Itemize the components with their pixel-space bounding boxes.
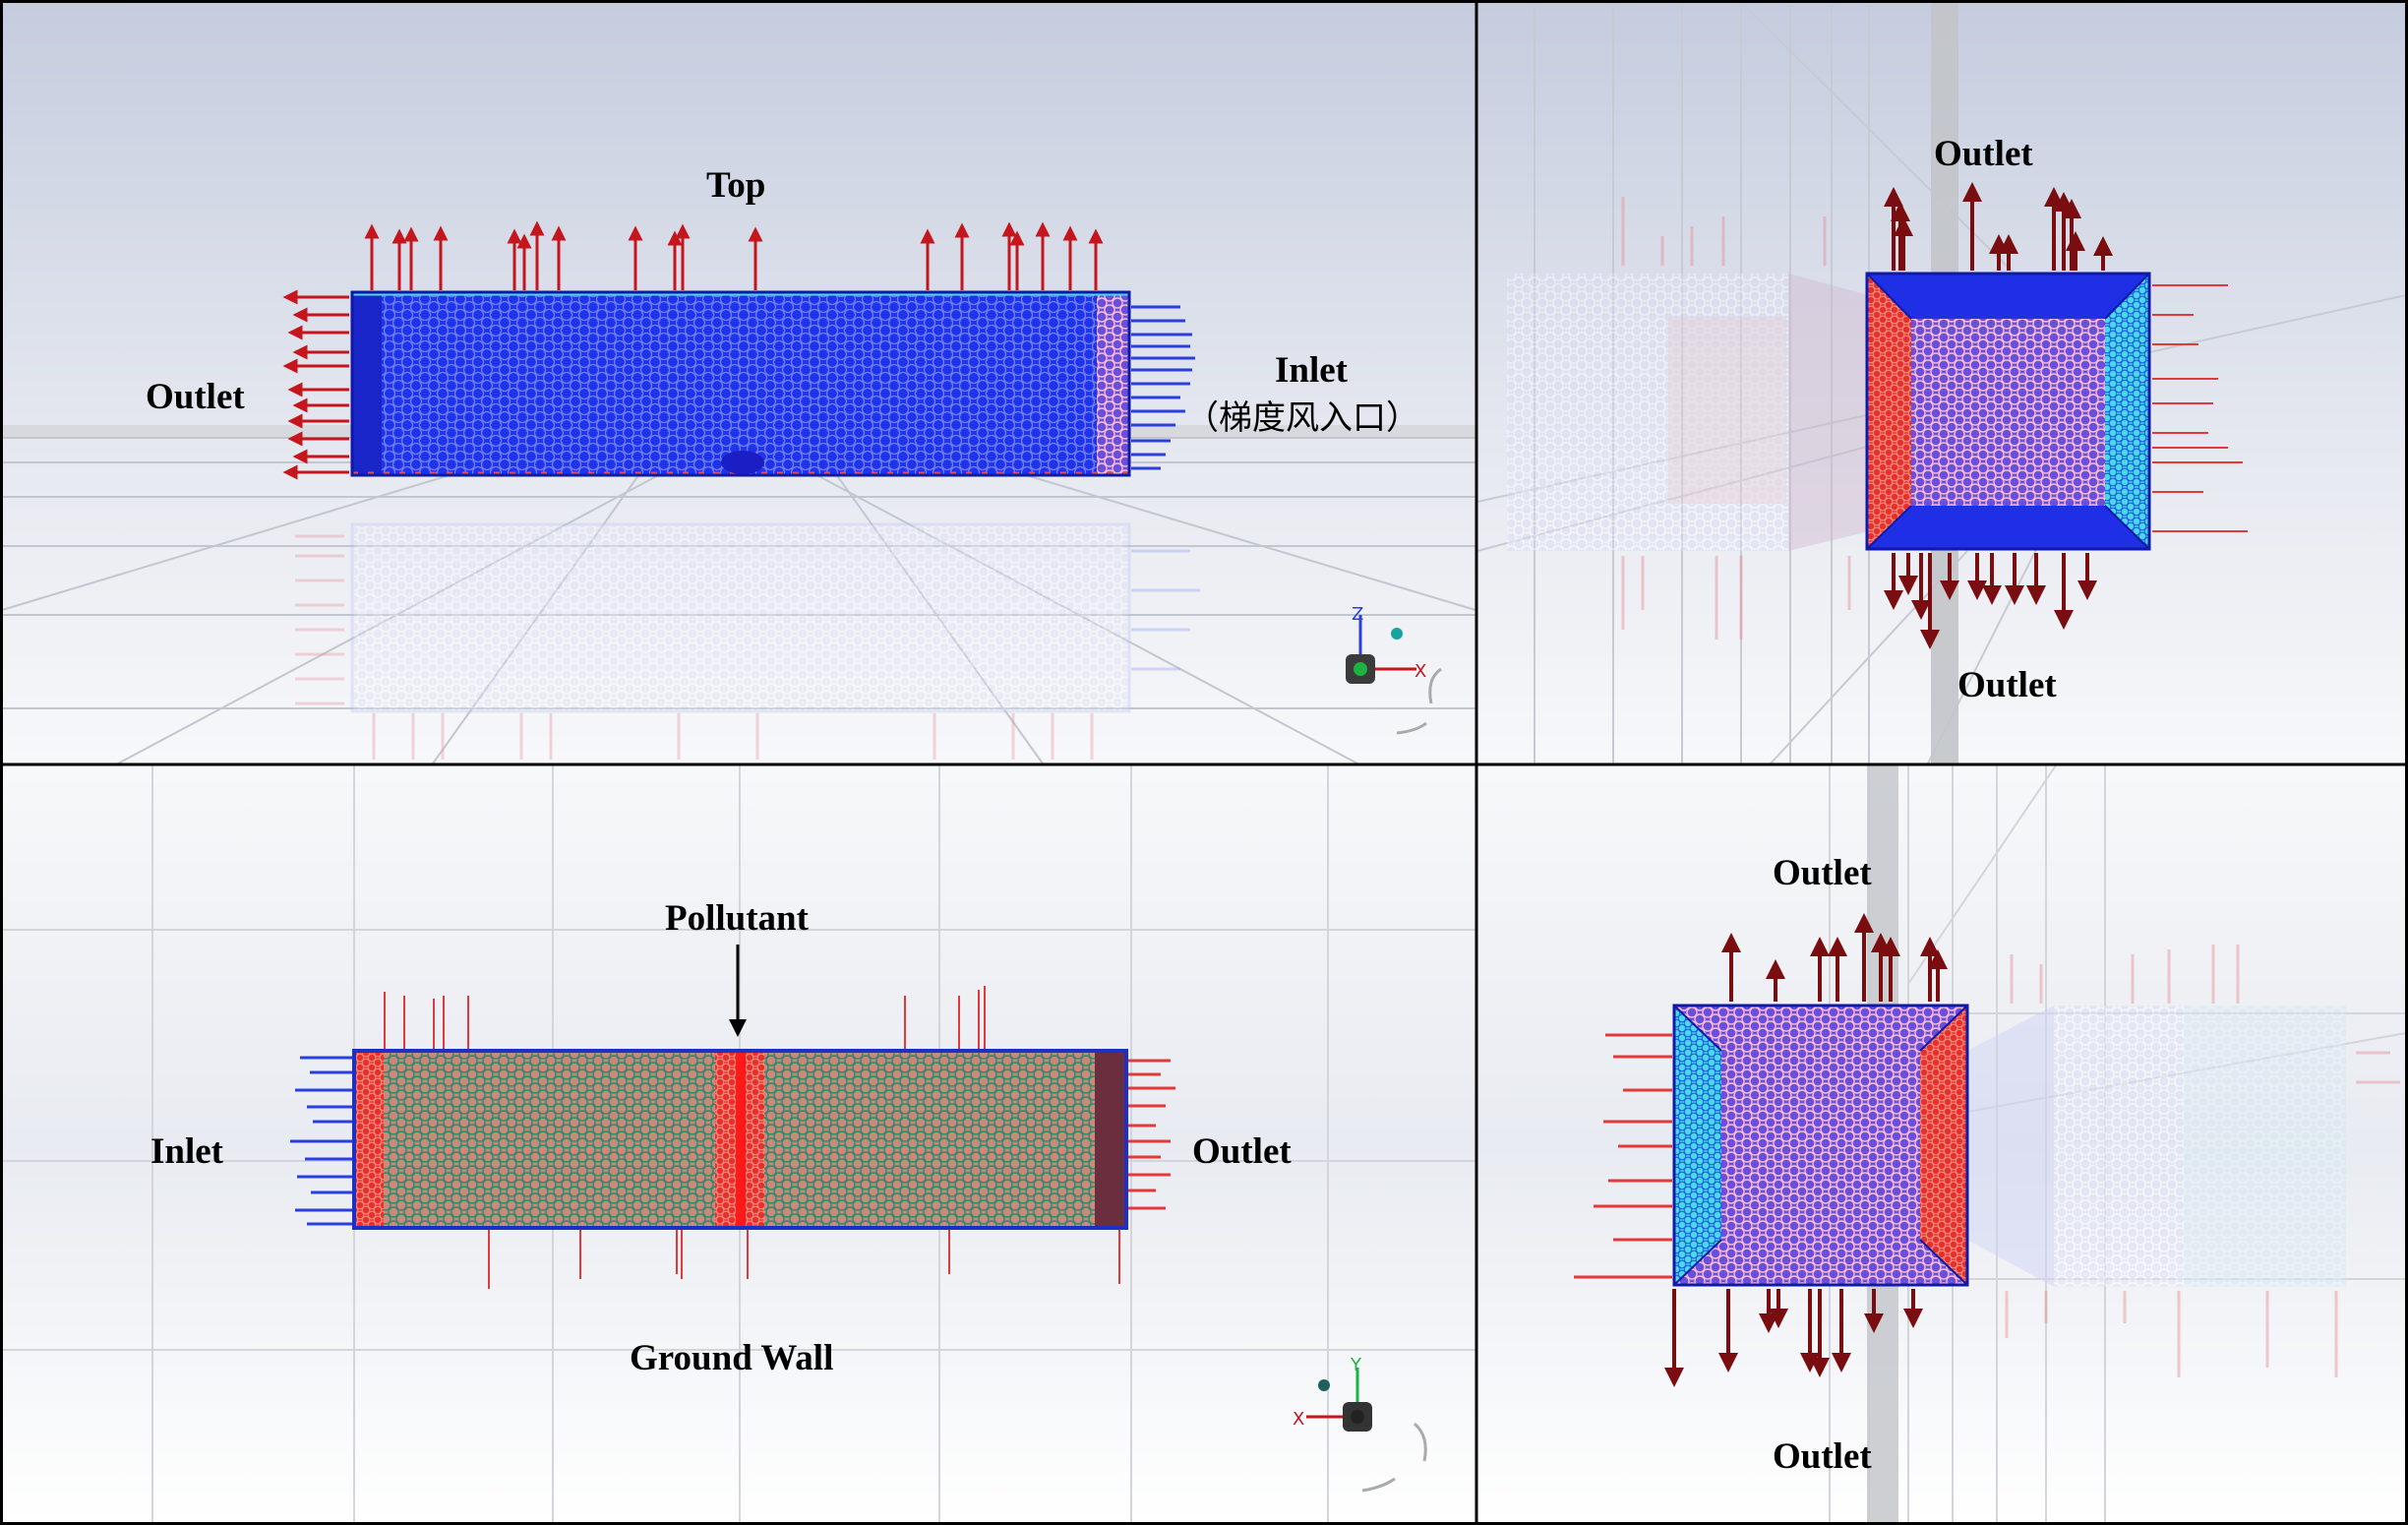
label-outlet-top: Outlet xyxy=(1934,134,2033,174)
panel-top-right: Outlet Outlet xyxy=(1476,1,2407,764)
label-outlet-top-br: Outlet xyxy=(1773,853,1872,893)
outlet-arrows-top xyxy=(364,220,1104,290)
ghost-block xyxy=(1507,197,1869,640)
ghost-block-right xyxy=(1967,945,2400,1377)
label-outlet-right: Outlet xyxy=(1192,1131,1292,1172)
label-ground-wall: Ground Wall xyxy=(630,1338,833,1378)
mesh-model-side xyxy=(350,290,1131,477)
outlet-arrows-bottom-right xyxy=(1884,553,2097,649)
triad-z-label: Z xyxy=(1352,604,1363,625)
panel-bottom-left: Pollutant Inlet Outlet Ground Wall Y X xyxy=(2,765,1475,1523)
panel-bottom-right: Outlet Outlet xyxy=(1477,764,2407,1523)
triad-y-label: Y xyxy=(1350,1355,1362,1375)
triad-x-label: X xyxy=(1415,661,1426,682)
label-inlet-note: （梯度风入口） xyxy=(1185,398,1419,438)
mesh-model-front xyxy=(1865,272,2151,551)
outlet-arrows-bottom-right-bottom xyxy=(1664,1289,1923,1387)
mesh-model-back xyxy=(1672,1004,1969,1287)
label-outlet-bottom: Outlet xyxy=(1957,665,2057,705)
label-outlet-left: Outlet xyxy=(146,377,245,417)
label-outlet-bottom-br: Outlet xyxy=(1773,1436,1872,1477)
inlet-arrows-right xyxy=(1131,305,1195,470)
outlet-arrows-top-right xyxy=(1884,182,2113,271)
label-inlet: Inlet xyxy=(1275,350,1349,391)
label-pollutant: Pollutant xyxy=(665,898,810,939)
outlet-arrows-left xyxy=(282,289,349,480)
panel-top-left: Top Outlet Inlet （梯度风入口） Z X xyxy=(1,2,1476,764)
outlet-arrows-bottom-right-top xyxy=(1721,913,1948,1002)
inlet-arrows-bottom-left xyxy=(290,1056,352,1226)
mesh-model-top xyxy=(352,1049,1128,1230)
axis-triad-zx: Z X xyxy=(1346,604,1442,735)
label-top: Top xyxy=(706,165,765,206)
axis-triad-yx: Y X xyxy=(1293,1355,1427,1493)
triad-x-label-bottom: X xyxy=(1293,1409,1304,1430)
model-reflection xyxy=(295,522,1200,760)
label-inlet-bottom: Inlet xyxy=(150,1131,224,1172)
